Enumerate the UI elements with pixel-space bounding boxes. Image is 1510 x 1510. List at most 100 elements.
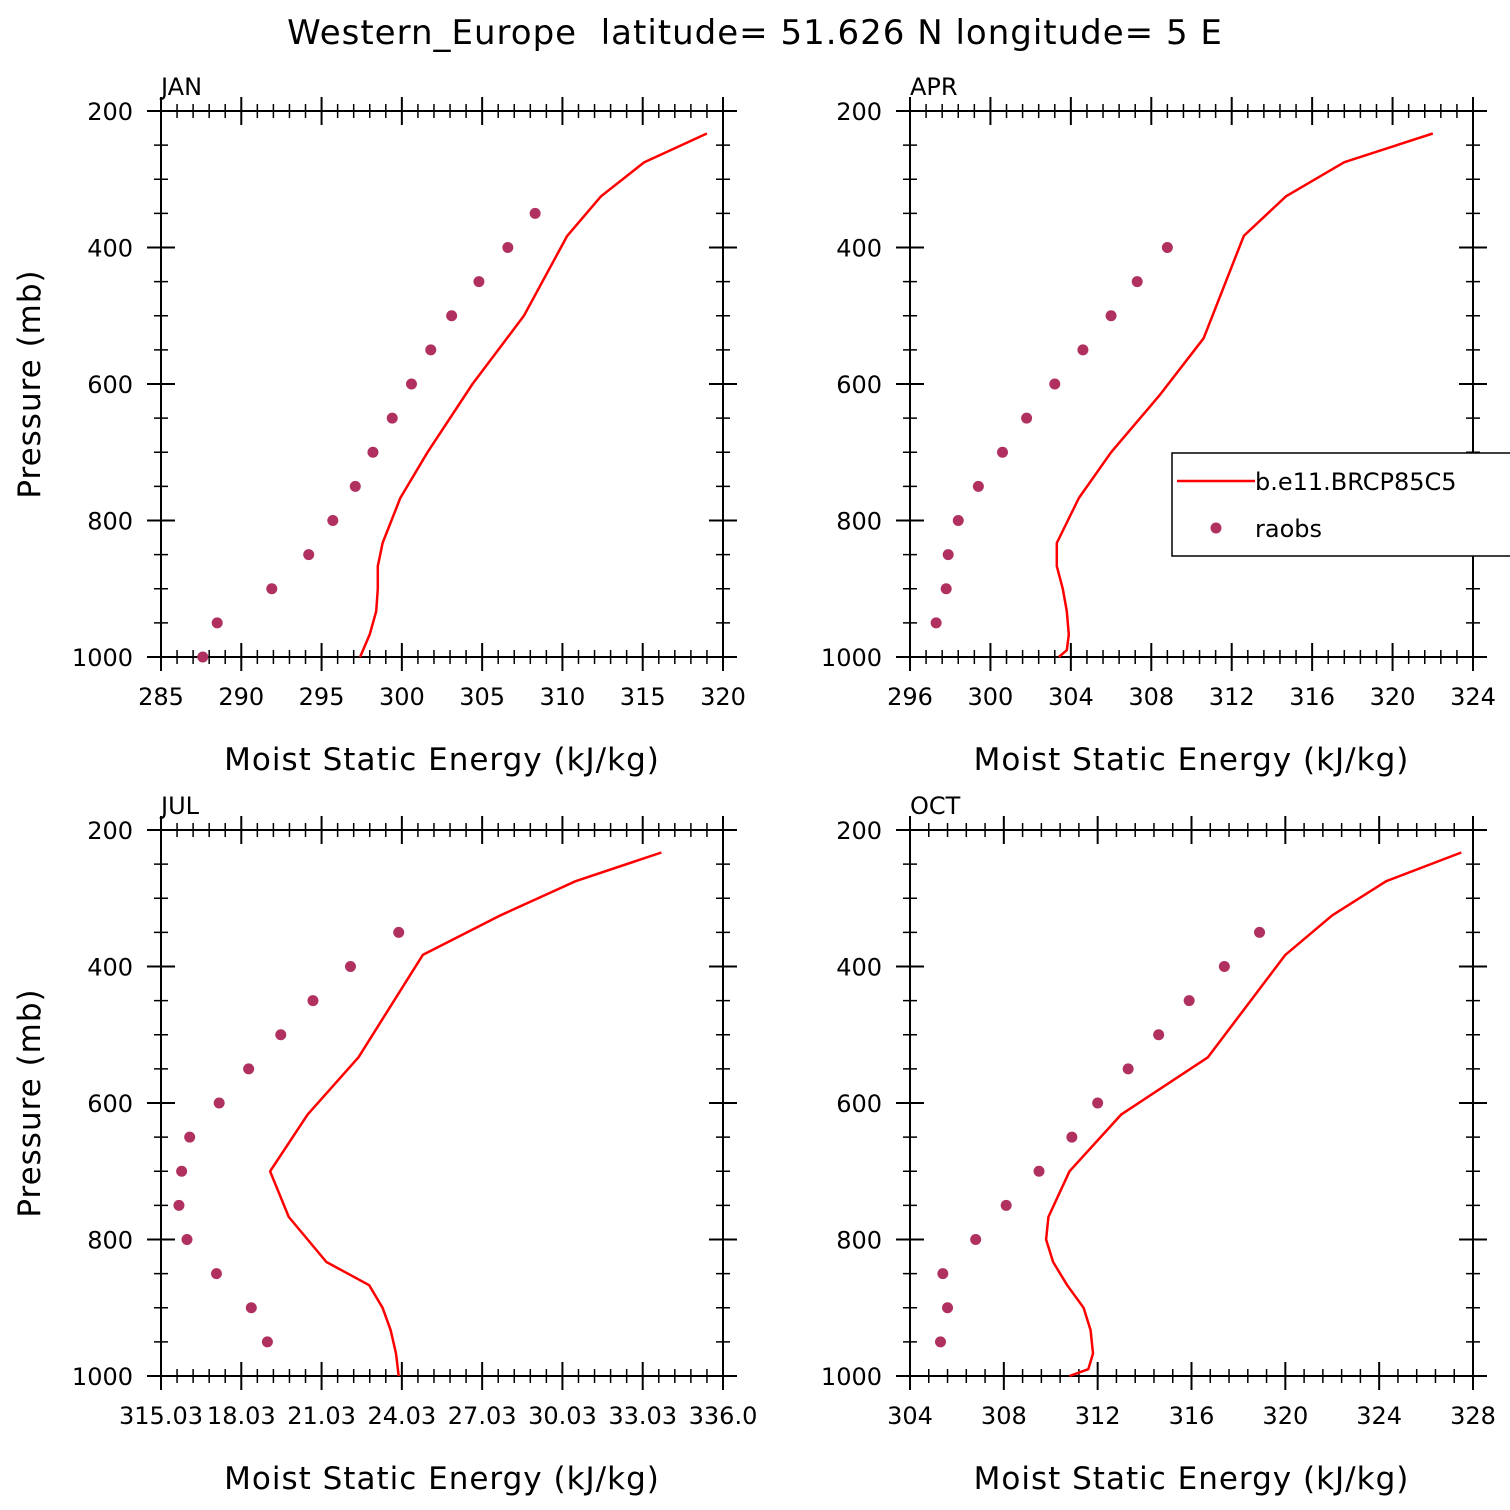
raobs-point: [1033, 1165, 1045, 1177]
raobs-point: [1161, 242, 1173, 253]
x-axis-label: Moist Static Energy (kJ/kg): [974, 1461, 1410, 1497]
raobs-point: [386, 412, 398, 424]
x-tick-label: 312: [1075, 1402, 1121, 1430]
raobs-point: [937, 1268, 949, 1280]
x-tick-label: 320: [1370, 683, 1416, 711]
raobs-point: [942, 549, 954, 561]
y-tick-label: 1000: [821, 1363, 882, 1391]
raobs-point: [173, 1199, 185, 1211]
raobs-point: [184, 1131, 196, 1143]
panel-jul: JUL 200 400 600 800 1000 315.03 18.03 21.03 24.03…: [12, 792, 757, 1497]
x-tick-label: 336.0: [689, 1402, 758, 1430]
figure-title: Western_Europe latitude= 51.626 N longit…: [287, 13, 1223, 53]
raobs-point: [275, 1029, 287, 1041]
y-tick-label: 1000: [72, 644, 133, 672]
y-tick-label: 400: [836, 235, 882, 263]
y-tick-label: 800: [836, 1227, 882, 1255]
raobs-point: [1000, 1199, 1012, 1211]
raobs-point: [307, 995, 319, 1007]
raobs-point: [1066, 1131, 1078, 1143]
legend-label-model: b.e11.BRCP85C5: [1255, 468, 1457, 496]
y-tick-label: 600: [836, 1090, 882, 1118]
x-axis-label: Moist Static Energy (kJ/kg): [974, 742, 1410, 778]
x-tick-label: 328: [1450, 1402, 1496, 1430]
x-tick-label: 310: [540, 683, 586, 711]
raobs-point: [1021, 412, 1033, 424]
raobs-point: [1105, 310, 1117, 322]
model-profile-line: [1055, 132, 1434, 658]
raobs-point: [1122, 1063, 1134, 1075]
raobs-point: [1218, 961, 1230, 972]
x-tick-label: 296: [887, 683, 933, 711]
x-tick-label: 308: [981, 1402, 1027, 1430]
x-tick-label: 304: [887, 1402, 933, 1430]
x-tick-label: 308: [1128, 683, 1174, 711]
y-tick-label: 400: [836, 954, 882, 982]
x-tick-label: 33.03: [608, 1402, 677, 1430]
raobs-point: [1183, 995, 1195, 1007]
raobs-point: [446, 310, 458, 322]
raobs-point: [213, 1097, 225, 1109]
y-tick-label: 800: [87, 508, 133, 536]
y-axis-label: Pressure (mb): [12, 269, 48, 498]
x-tick-label: 300: [379, 683, 425, 711]
raobs-point: [243, 1063, 255, 1075]
raobs-point: [327, 515, 339, 526]
legend-point-swatch: [1210, 522, 1222, 534]
x-tick-label: 305: [459, 683, 505, 711]
raobs-point: [1049, 378, 1061, 390]
x-tick-label: 295: [299, 683, 345, 711]
x-tick-label: 324: [1450, 683, 1496, 711]
y-tick-label: 200: [87, 98, 133, 126]
y-tick-label: 1000: [821, 644, 882, 672]
panel-label: JUL: [159, 792, 200, 820]
y-tick-label: 200: [87, 817, 133, 845]
x-tick-label: 316: [1169, 1402, 1215, 1430]
y-tick-label: 600: [87, 1090, 133, 1118]
x-tick-label: 290: [218, 683, 264, 711]
legend-box: [1171, 452, 1510, 557]
raobs-point: [245, 1302, 257, 1314]
model-profile-line: [268, 851, 662, 1377]
y-tick-label: 800: [836, 508, 882, 536]
y-tick-label: 400: [87, 235, 133, 263]
raobs-point: [176, 1165, 188, 1177]
y-tick-label: 200: [836, 817, 882, 845]
raobs-point: [930, 617, 942, 629]
x-axis-label: Moist Static Energy (kJ/kg): [224, 1461, 660, 1497]
x-tick-label: 320: [700, 683, 746, 711]
raobs-point: [970, 1234, 982, 1245]
raobs-point: [972, 480, 984, 492]
plot-frame: [160, 110, 724, 658]
x-tick-label: 285: [138, 683, 184, 711]
raobs-point: [197, 651, 209, 663]
raobs-point: [211, 617, 223, 629]
y-tick-label: 600: [836, 371, 882, 399]
raobs-point: [1077, 344, 1089, 356]
y-tick-label: 600: [87, 371, 133, 399]
raobs-point: [1254, 926, 1266, 938]
raobs-point: [349, 480, 361, 492]
y-axis-label: Pressure (mb): [12, 988, 48, 1217]
y-tick-label: 800: [87, 1227, 133, 1255]
x-tick-label: 324: [1356, 1402, 1402, 1430]
x-tick-label: 18.03: [207, 1402, 276, 1430]
y-tick-label: 200: [836, 98, 882, 126]
plot-frame: [909, 110, 1474, 658]
x-tick-label: 24.03: [367, 1402, 436, 1430]
model-profile-line: [358, 132, 708, 658]
raobs-point: [1131, 276, 1143, 288]
raobs-point: [996, 446, 1008, 458]
raobs-point: [393, 926, 405, 938]
raobs-point: [344, 961, 356, 972]
x-tick-label: 315: [620, 683, 666, 711]
y-tick-label: 1000: [72, 1363, 133, 1391]
x-axis-label: Moist Static Energy (kJ/kg): [224, 742, 660, 778]
raobs-point: [210, 1268, 222, 1280]
raobs-point: [425, 344, 437, 356]
raobs-point: [934, 1336, 946, 1348]
raobs-point: [942, 1302, 954, 1314]
plot-frame: [160, 829, 724, 1377]
